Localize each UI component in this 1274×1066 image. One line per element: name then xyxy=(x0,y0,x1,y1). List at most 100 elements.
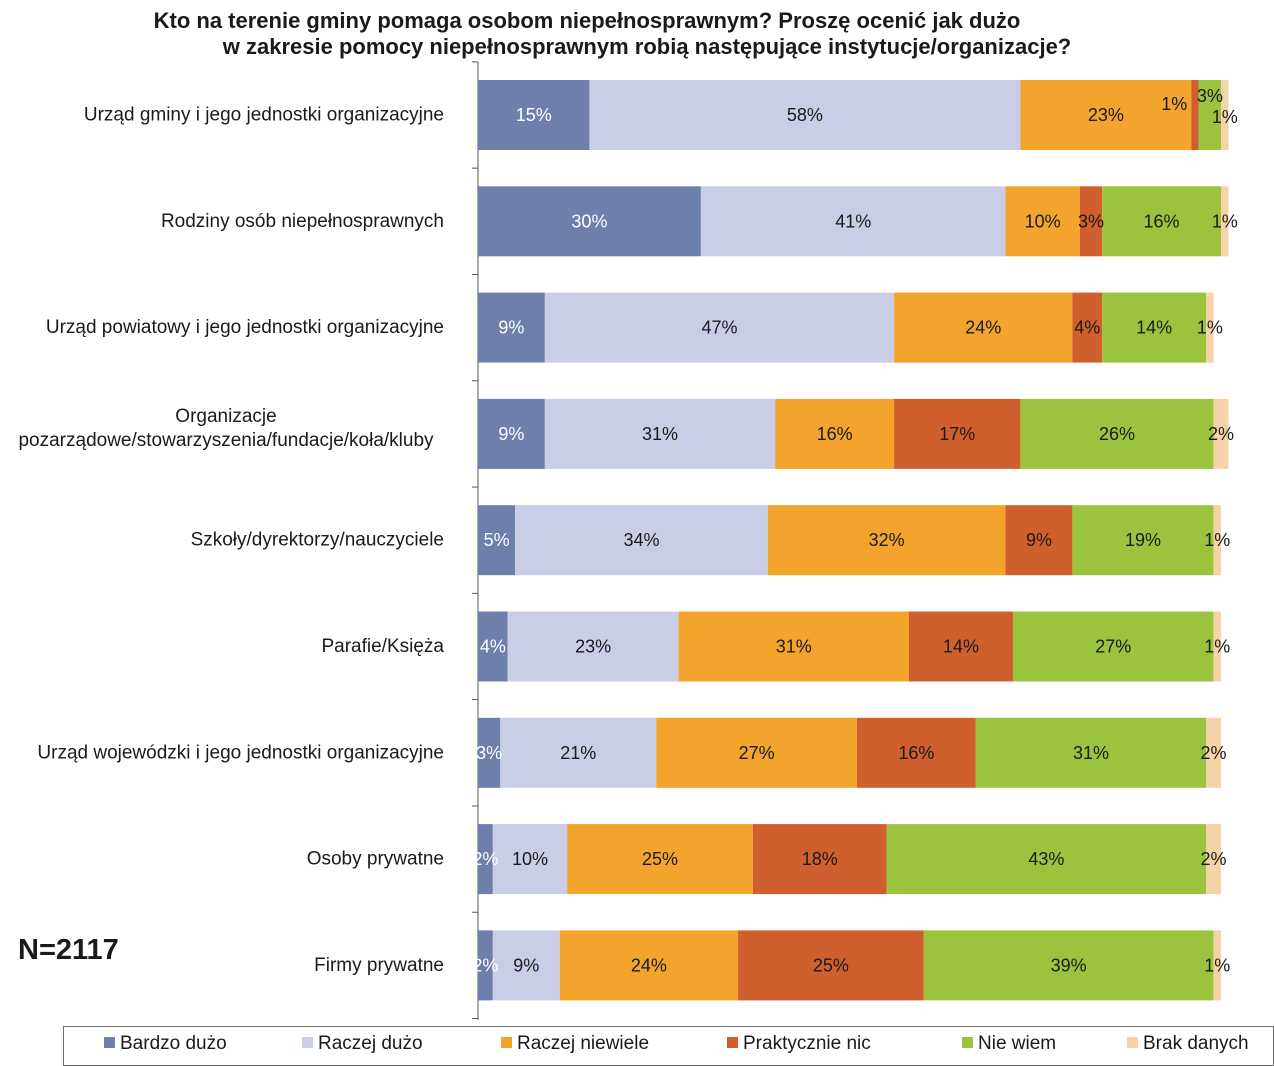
data-label: 27% xyxy=(739,743,775,763)
bar-segment xyxy=(492,930,560,1001)
bar-segment xyxy=(478,930,493,1001)
data-label: 47% xyxy=(701,318,737,338)
data-label: 2% xyxy=(1201,743,1227,763)
data-label: 9% xyxy=(513,955,539,975)
bar-segment xyxy=(492,824,568,895)
bar-segment xyxy=(1213,930,1221,1001)
bar-segment xyxy=(1020,398,1214,469)
bar-segment xyxy=(975,717,1207,788)
bar-segment xyxy=(500,717,657,788)
bar-segment xyxy=(1102,186,1221,257)
data-label: 43% xyxy=(1028,849,1064,869)
bar-segment xyxy=(589,80,1021,150)
data-label: 1% xyxy=(1212,211,1238,231)
legend-label: Brak danych xyxy=(1143,1033,1249,1054)
category-label: Urząd wojewódzki i jego jednostki organi… xyxy=(37,742,444,763)
chart-legend: Bardzo dużo Raczej dużo Raczej niewiele Pra… xyxy=(63,1026,1274,1066)
data-label: 1% xyxy=(1212,107,1238,127)
data-label: 2% xyxy=(1201,849,1227,869)
bar-segment xyxy=(559,930,739,1001)
bar-segment xyxy=(478,292,545,363)
category-label: Szkoły/dyrektorzy/nauczyciele xyxy=(191,530,444,551)
bar-segment xyxy=(544,398,776,469)
data-label: 16% xyxy=(817,424,853,444)
data-label: 2% xyxy=(472,849,498,869)
data-label: 1% xyxy=(1204,530,1230,550)
data-label: 1% xyxy=(1197,318,1223,338)
data-label: 31% xyxy=(1073,743,1109,763)
legend-item: Brak danych xyxy=(1127,1033,1249,1055)
bar-segment xyxy=(1213,505,1221,576)
category-label: Parafie/Księża xyxy=(321,636,444,657)
data-label: 1% xyxy=(1204,955,1230,975)
bar-segment xyxy=(478,717,501,788)
data-label: 18% xyxy=(802,849,838,869)
data-label: 16% xyxy=(898,743,934,763)
legend-label: Raczej dużo xyxy=(318,1033,423,1054)
bar-segment xyxy=(1198,80,1221,150)
category-label: Osoby prywatne xyxy=(307,849,444,870)
data-label: 23% xyxy=(1088,105,1124,125)
data-label: 2% xyxy=(472,955,498,975)
sample-size-label: N=2117 xyxy=(18,934,119,966)
chart-title-line-2: w zakresie pomocy niepełnosprawnym robią… xyxy=(222,34,1072,59)
data-label: 10% xyxy=(1025,211,1061,231)
data-label: 23% xyxy=(575,637,611,657)
data-label: 34% xyxy=(623,530,659,550)
legend-item: Raczej dużo xyxy=(302,1033,423,1055)
chart-title: Kto na terenie gminy pomaga osobom niepe… xyxy=(0,8,1274,60)
bar-segment xyxy=(752,824,887,895)
bar-segment xyxy=(478,80,590,150)
bar-segment xyxy=(1221,186,1229,257)
bar-segment xyxy=(1072,292,1103,363)
bar-segment xyxy=(507,611,679,682)
data-label: 39% xyxy=(1051,955,1087,975)
data-label: 31% xyxy=(642,424,678,444)
data-label: 27% xyxy=(1095,637,1131,657)
bar-segment xyxy=(1005,186,1080,257)
data-label: 3% xyxy=(476,743,502,763)
data-label: 30% xyxy=(571,211,607,231)
data-label: 10% xyxy=(512,849,548,869)
bar-segment xyxy=(908,611,1013,682)
data-label: 4% xyxy=(1074,318,1100,338)
bar-segment xyxy=(544,292,895,363)
category-label: Rodziny osób niepełnosprawnych xyxy=(161,211,444,232)
data-label: 24% xyxy=(965,318,1001,338)
bar-segment xyxy=(478,186,701,257)
bar-segment xyxy=(478,824,493,895)
legend-swatch xyxy=(962,1037,973,1048)
bar-segment xyxy=(700,186,1006,257)
legend-item: Raczej niewiele xyxy=(501,1033,649,1055)
data-label: 3% xyxy=(1197,86,1223,106)
data-label: 9% xyxy=(1026,530,1052,550)
bar-segment xyxy=(1191,80,1199,150)
data-label: 5% xyxy=(484,530,510,550)
data-label: 21% xyxy=(560,743,596,763)
bar-segment xyxy=(1102,292,1207,363)
category-label: Urząd powiatowy i jego jednostki organiz… xyxy=(46,317,444,338)
bar-segment xyxy=(894,292,1073,363)
data-label: 2% xyxy=(1208,424,1234,444)
data-label: 9% xyxy=(498,424,524,444)
legend-swatch xyxy=(1127,1037,1138,1048)
bar-segment xyxy=(775,398,895,469)
bar-segment xyxy=(894,398,1021,469)
data-label: 4% xyxy=(480,637,506,657)
data-label: 19% xyxy=(1125,530,1161,550)
legend-swatch xyxy=(501,1037,512,1048)
bar-segment xyxy=(478,505,516,576)
category-label: Organizacje pozarządowe/stowarzyszenia/fu… xyxy=(18,406,434,451)
legend-swatch xyxy=(104,1037,115,1048)
bar-segment xyxy=(1005,505,1073,576)
data-label: 3% xyxy=(1078,211,1104,231)
legend-swatch xyxy=(727,1037,738,1048)
bar-segment xyxy=(1213,398,1229,469)
data-label: 25% xyxy=(813,955,849,975)
bar-segment xyxy=(515,505,768,576)
bar-segment xyxy=(678,611,909,682)
data-label: 15% xyxy=(516,105,552,125)
legend-label: Nie wiem xyxy=(978,1033,1057,1054)
bar-segment xyxy=(1213,611,1221,682)
bar-segment xyxy=(567,824,753,895)
